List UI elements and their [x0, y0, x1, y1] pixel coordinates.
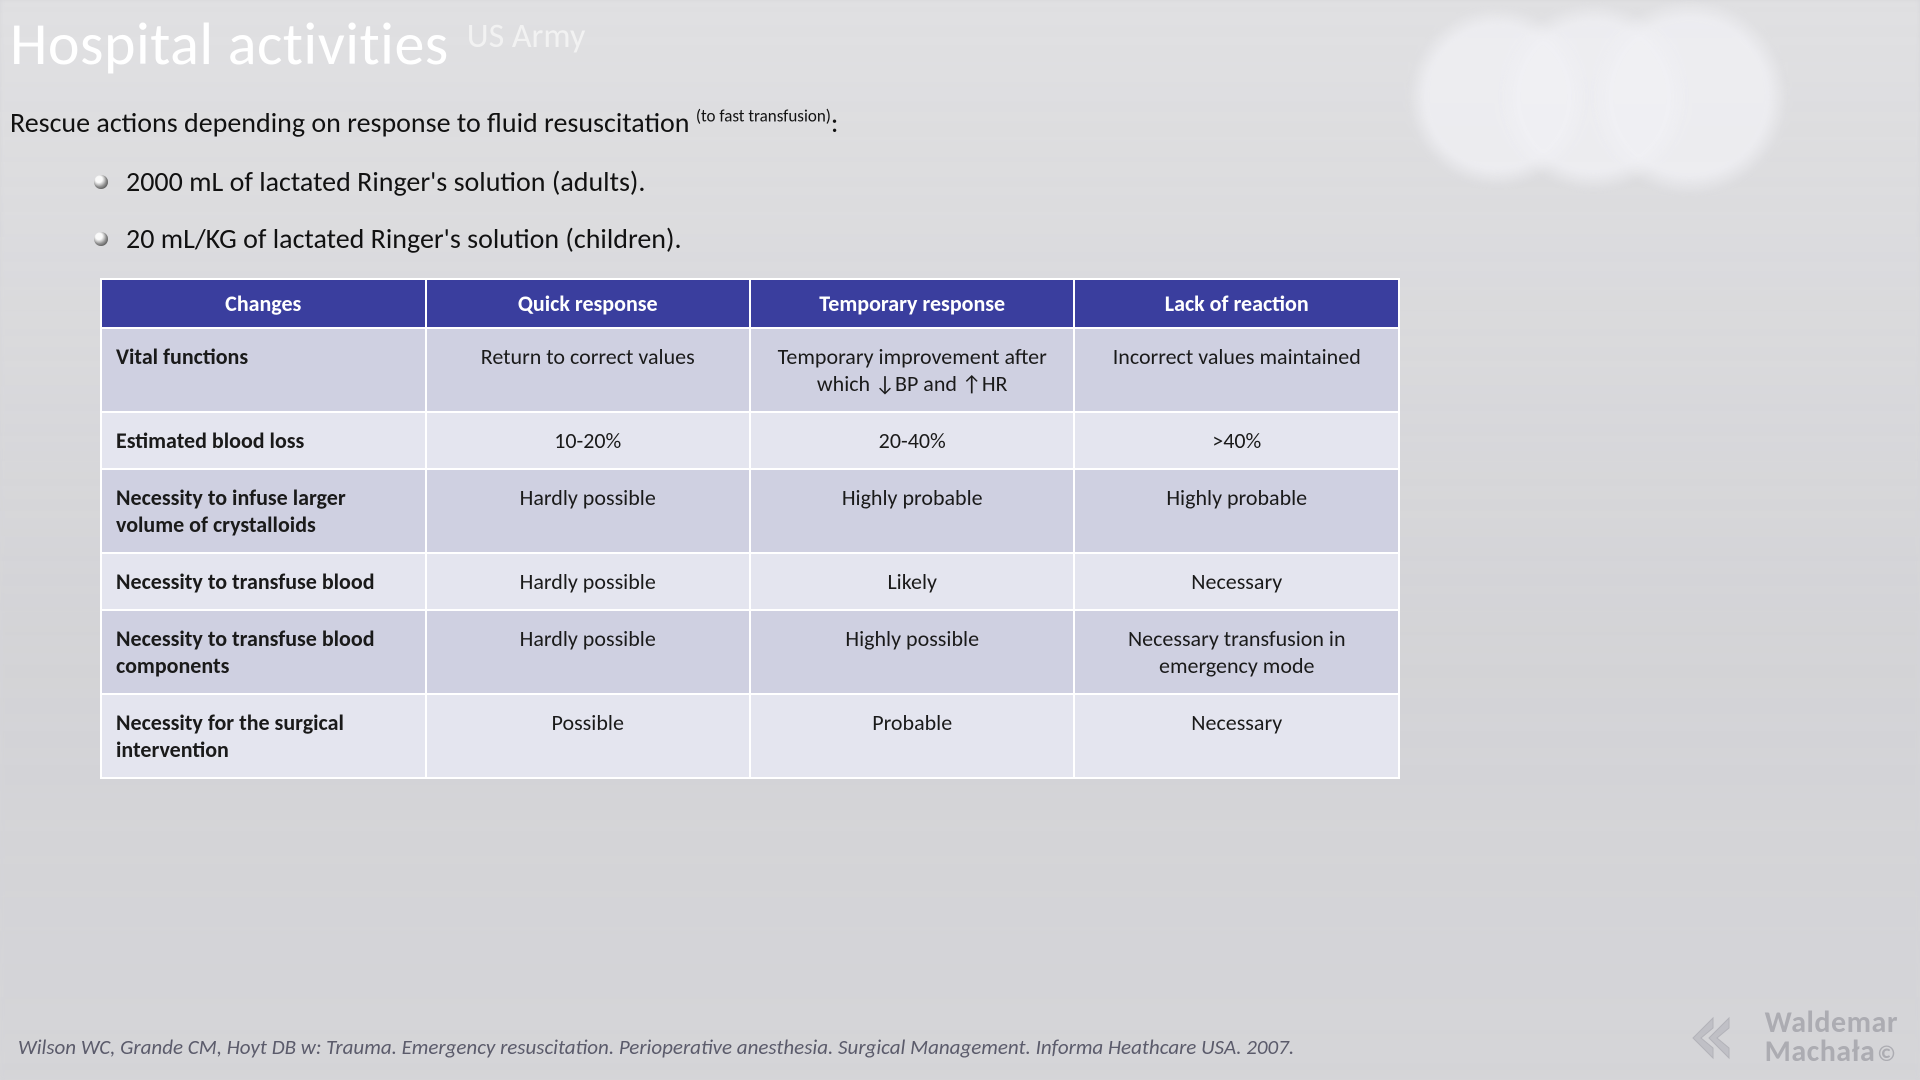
page-title: Hospital activities: [10, 8, 449, 81]
watermark-line2: Machała: [1765, 1033, 1876, 1070]
table-cell: Necessity to transfuse blood: [101, 553, 426, 610]
table-header-cell: Temporary response: [750, 279, 1075, 328]
watermark-logo-icon: [1691, 1010, 1755, 1066]
table-row: Estimated blood loss10-20%20-40%>40%: [101, 412, 1399, 469]
table-row: Necessity for the surgical interventionP…: [101, 694, 1399, 778]
table-cell: Highly probable: [750, 469, 1075, 553]
table-header-cell: Changes: [101, 279, 426, 328]
table-cell: Possible: [426, 694, 750, 778]
table-cell: Necessity to transfuse blood components: [101, 610, 426, 694]
table-header-row: ChangesQuick responseTemporary responseL…: [101, 279, 1399, 328]
response-table: ChangesQuick responseTemporary responseL…: [100, 278, 1400, 779]
table-cell: Necessary: [1074, 553, 1399, 610]
table-row: Necessity to infuse larger volume of cry…: [101, 469, 1399, 553]
subtitle-text-before: Rescue actions depending on response to …: [10, 105, 696, 140]
subtitle-superscript: (to fast transfusion): [696, 106, 831, 127]
page-title-superscript: US Army: [467, 16, 586, 57]
table-cell: Highly probable: [1074, 469, 1399, 553]
table-cell: Necessary transfusion in emergency mode: [1074, 610, 1399, 694]
table-cell: Necessity to infuse larger volume of cry…: [101, 469, 426, 553]
list-item: 2000 mL of lactated Ringer's solution (a…: [94, 164, 1910, 199]
table-cell: Hardly possible: [426, 469, 750, 553]
watermark: Waldemar Machała©: [1691, 1009, 1898, 1066]
table-header-cell: Lack of reaction: [1074, 279, 1399, 328]
copyright-icon: ©: [1877, 1040, 1896, 1067]
table-header-cell: Quick response: [426, 279, 750, 328]
bullet-text: 20 mL/KG of lactated Ringer's solution (…: [126, 221, 682, 256]
table-row: Necessity to transfuse bloodHardly possi…: [101, 553, 1399, 610]
list-item: 20 mL/KG of lactated Ringer's solution (…: [94, 221, 1910, 256]
subtitle-text-after: :: [831, 105, 839, 140]
table-cell: 20-40%: [750, 412, 1075, 469]
title-row: Hospital activities US Army: [10, 8, 1910, 81]
slide-root: Hospital activities US Army Rescue actio…: [0, 0, 1920, 1080]
table-cell: 10-20%: [426, 412, 750, 469]
bullet-text: 2000 mL of lactated Ringer's solution (a…: [126, 164, 645, 199]
table-cell: Vital functions: [101, 328, 426, 412]
table-cell: Probable: [750, 694, 1075, 778]
table-cell: Hardly possible: [426, 553, 750, 610]
table-row: Vital functionsReturn to correct valuesT…: [101, 328, 1399, 412]
watermark-text: Waldemar Machała©: [1765, 1009, 1898, 1066]
table-cell: Hardly possible: [426, 610, 750, 694]
table-cell: Return to correct values: [426, 328, 750, 412]
table-cell: Highly possible: [750, 610, 1075, 694]
subtitle: Rescue actions depending on response to …: [10, 105, 1910, 140]
table-cell: Temporary improvement after which ↓BP an…: [750, 328, 1075, 412]
table-row: Necessity to transfuse blood componentsH…: [101, 610, 1399, 694]
table-body: Vital functionsReturn to correct valuesT…: [101, 328, 1399, 778]
table-cell: Estimated blood loss: [101, 412, 426, 469]
table-cell: Necessity for the surgical intervention: [101, 694, 426, 778]
table-cell: Necessary: [1074, 694, 1399, 778]
bullet-list: 2000 mL of lactated Ringer's solution (a…: [94, 164, 1910, 256]
table-cell: Incorrect values maintained: [1074, 328, 1399, 412]
table-cell: Likely: [750, 553, 1075, 610]
citation-text: Wilson WC, Grande CM, Hoyt DB w: Trauma.…: [18, 1034, 1580, 1060]
table-cell: >40%: [1074, 412, 1399, 469]
